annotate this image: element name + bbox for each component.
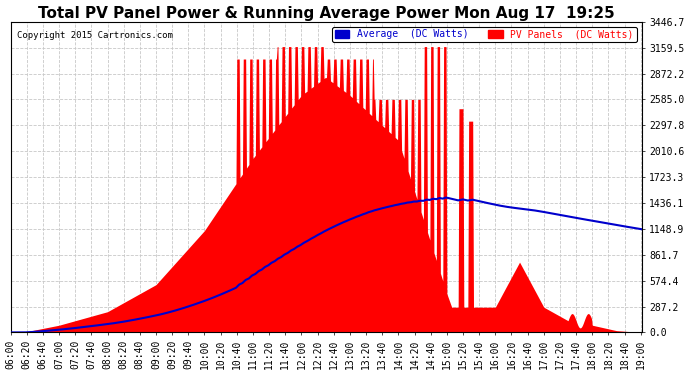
- Title: Total PV Panel Power & Running Average Power Mon Aug 17  19:25: Total PV Panel Power & Running Average P…: [38, 6, 614, 21]
- Text: Copyright 2015 Cartronics.com: Copyright 2015 Cartronics.com: [17, 31, 172, 40]
- Legend: Average  (DC Watts), PV Panels  (DC Watts): Average (DC Watts), PV Panels (DC Watts): [332, 27, 637, 42]
